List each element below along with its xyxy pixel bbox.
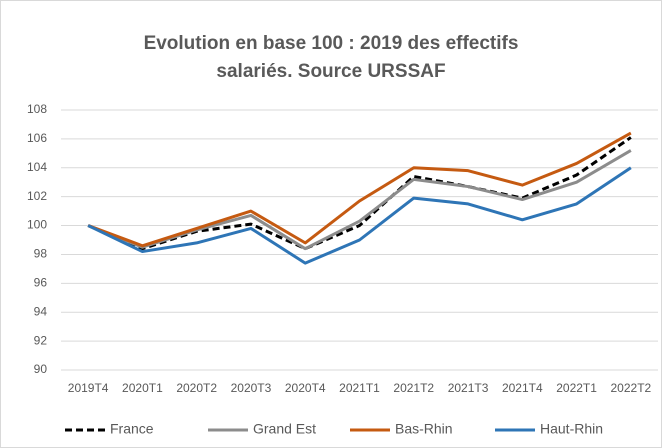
y-tick-label: 108 bbox=[27, 102, 47, 116]
legend-label: Bas-Rhin bbox=[395, 421, 453, 437]
chart-title: Evolution en base 100 : 2019 des effecti… bbox=[143, 33, 519, 82]
y-tick-label: 90 bbox=[34, 362, 48, 376]
y-tick-label: 104 bbox=[27, 160, 47, 174]
legend-label: Grand Est bbox=[253, 421, 316, 437]
y-tick-label: 106 bbox=[27, 131, 47, 145]
x-tick-label: 2021T3 bbox=[448, 381, 489, 395]
y-tick-label: 92 bbox=[34, 333, 48, 347]
series-line bbox=[87, 166, 632, 265]
x-tick-label: 2021T2 bbox=[393, 381, 434, 395]
y-tick-label: 102 bbox=[27, 189, 47, 203]
x-tick-label: 2019T4 bbox=[68, 381, 109, 395]
y-tick-label: 96 bbox=[34, 276, 48, 290]
y-tick-label: 98 bbox=[34, 247, 48, 261]
x-tick-label: 2020T4 bbox=[285, 381, 326, 395]
legend-label: France bbox=[110, 421, 154, 437]
legend-label: Haut-Rhin bbox=[540, 421, 603, 437]
x-tick-label: 2020T1 bbox=[122, 381, 163, 395]
y-tick-label: 94 bbox=[34, 304, 48, 318]
x-tick-label: 2022T2 bbox=[611, 381, 652, 395]
x-tick-label: 2020T3 bbox=[231, 381, 272, 395]
y-tick-label: 100 bbox=[27, 218, 47, 232]
x-tick-label: 2022T1 bbox=[556, 381, 597, 395]
x-tick-label: 2020T2 bbox=[176, 381, 217, 395]
x-tick-label: 2021T1 bbox=[339, 381, 380, 395]
series-line bbox=[87, 131, 632, 248]
series-line bbox=[87, 136, 632, 251]
x-tick-label: 2021T4 bbox=[502, 381, 543, 395]
